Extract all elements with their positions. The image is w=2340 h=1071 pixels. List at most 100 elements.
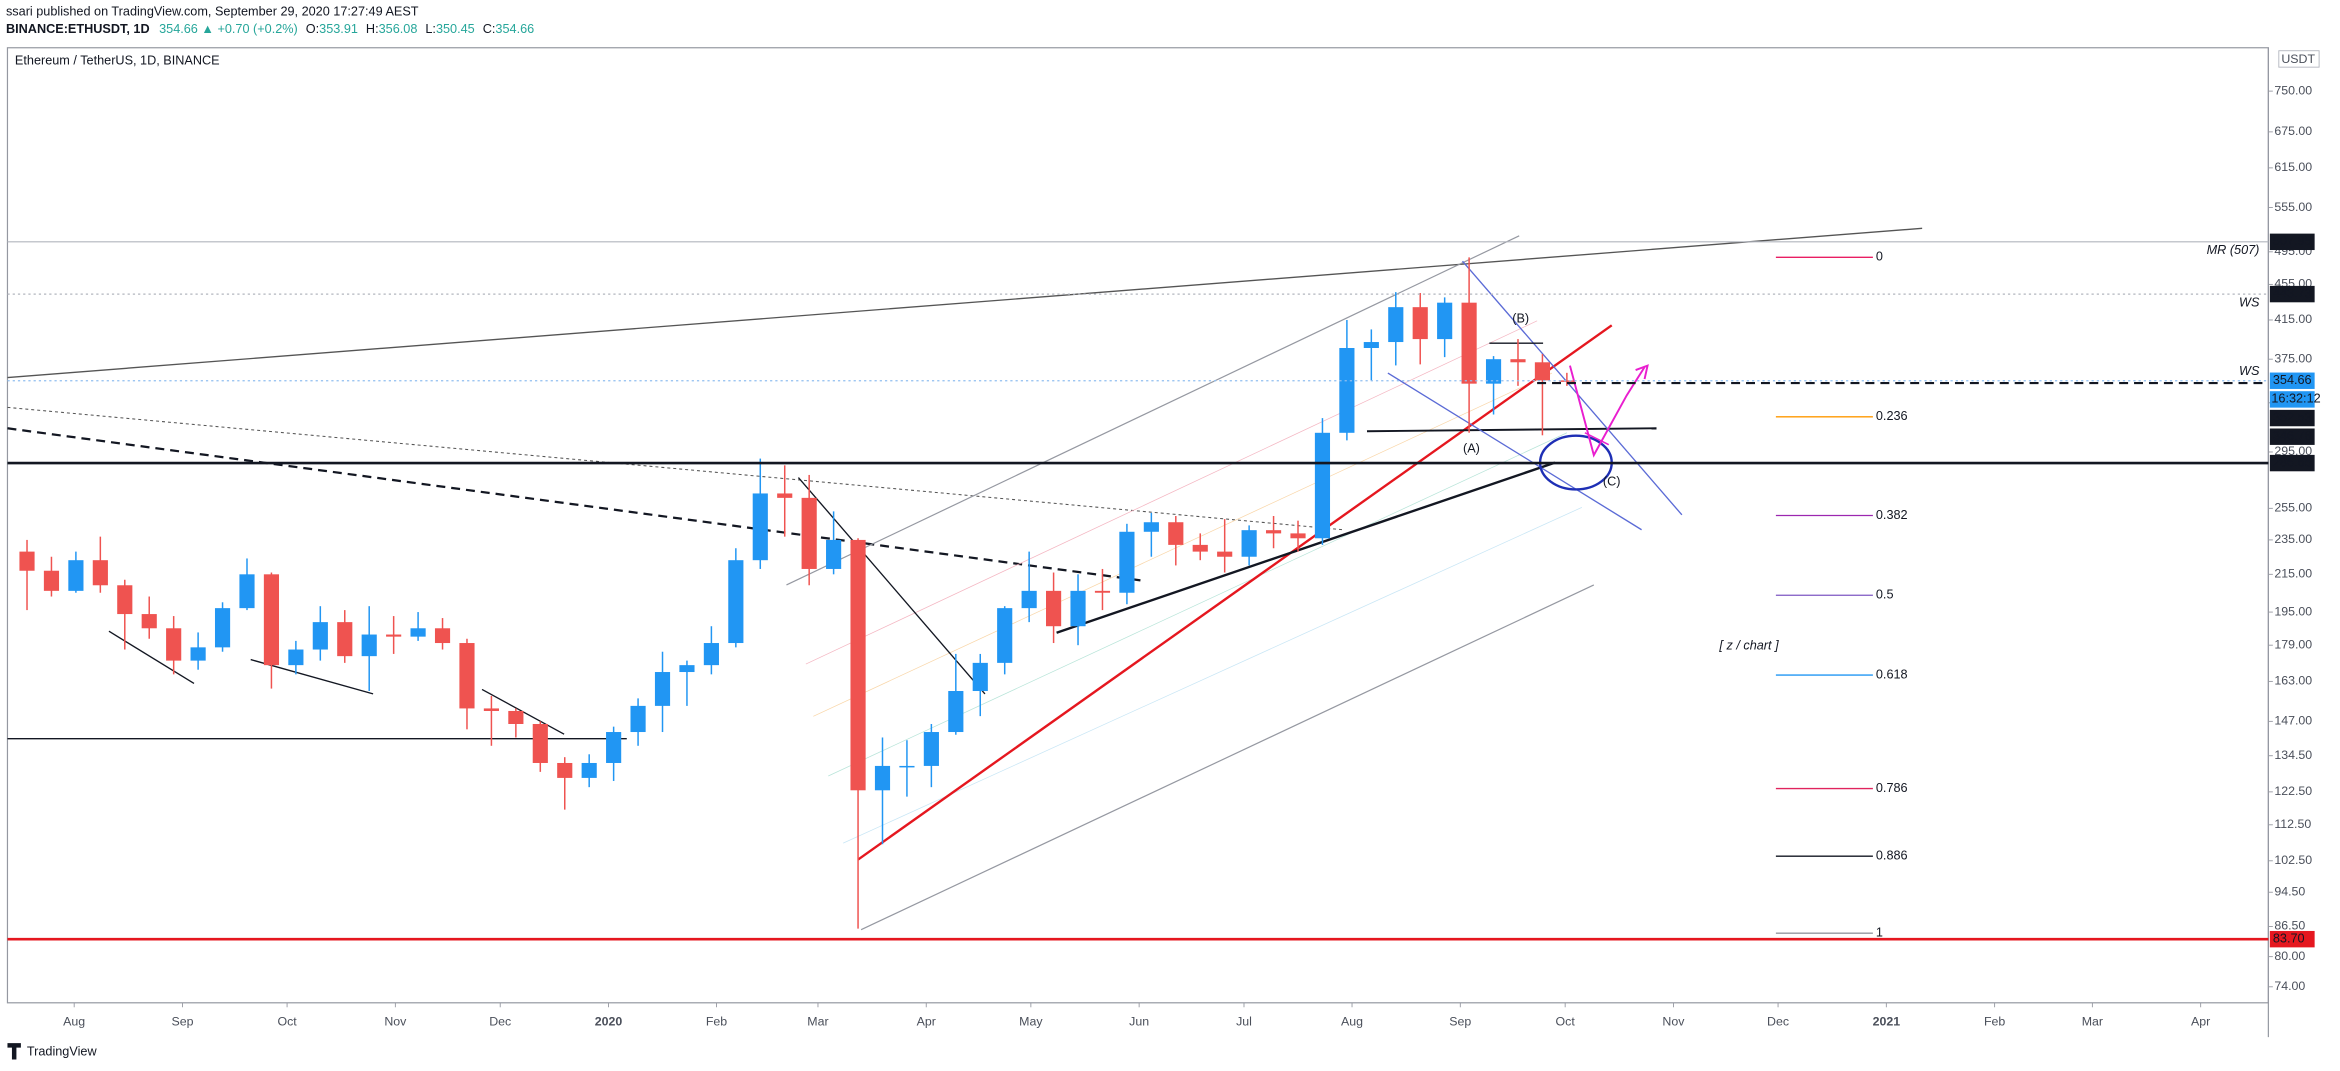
candle-body [581, 762, 597, 778]
y-tick-label: 295.00 [2274, 444, 2312, 458]
price-label: 83.70 [2273, 932, 2305, 946]
candle-body [703, 643, 719, 666]
candle-body [214, 608, 231, 648]
trendline [7, 406, 1344, 531]
fib-label: 1 [1876, 926, 1883, 940]
ohlc-label: H: [366, 22, 379, 36]
candle-body [654, 672, 671, 706]
price-label: 346.78 [2273, 429, 2312, 443]
candle-body [972, 662, 988, 692]
candle-body [679, 665, 695, 673]
arrow-head [1635, 364, 1649, 380]
fib-label: 0 [1876, 250, 1883, 264]
candle-body [117, 585, 133, 615]
trendline [7, 227, 1923, 379]
projection-arrow [1569, 365, 1646, 458]
candle-body [190, 647, 206, 661]
price-label: 443.73 [2273, 286, 2312, 300]
currency: USDT [2281, 52, 2315, 66]
y-tick-label: 555.00 [2274, 200, 2312, 214]
x-tick-label: 2020 [595, 1014, 623, 1028]
channel-line [1461, 260, 1683, 516]
candle-body [1437, 302, 1453, 340]
level-note: MR (507) [2207, 243, 2260, 257]
fib-label: 0.618 [1876, 667, 1908, 681]
y-tick-label: 112.50 [2274, 817, 2311, 831]
candle-body [361, 634, 377, 657]
price-label-box [2269, 930, 2315, 948]
x-tick-label: Dec [1767, 1014, 1789, 1028]
y-tick-label: 102.50 [2274, 853, 2312, 867]
x-tick-label: Jul [1236, 1014, 1252, 1028]
candle-body [386, 634, 402, 637]
y-tick-label: 94.50 [2274, 884, 2305, 898]
candle-body [1021, 590, 1037, 609]
candle-body [630, 705, 646, 733]
candle-body [141, 614, 157, 629]
y-tick-label: 122.50 [2274, 784, 2312, 798]
candle-body [459, 643, 475, 709]
candle-body [337, 622, 353, 657]
level-note: WS [2239, 295, 2260, 309]
candle-body [826, 539, 842, 569]
x-tick-label: Jun [1129, 1014, 1149, 1028]
candle-body [1070, 590, 1086, 627]
candle-body [434, 628, 451, 644]
chart-title: Ethereum / TetherUS, 1D, BINANCE [15, 54, 220, 68]
fib-channel [805, 320, 1538, 665]
y-tick-label: 615.00 [2274, 160, 2312, 174]
y-tick-label: 415.00 [2274, 312, 2312, 326]
y-tick-label: 255.00 [2274, 501, 2312, 515]
candle-body [410, 628, 426, 637]
y-tick-label: 375.00 [2274, 351, 2312, 365]
trendline [108, 630, 195, 685]
candle-body [899, 765, 915, 768]
price-label: 354.66 [2273, 373, 2312, 387]
candle-body [1388, 307, 1404, 343]
candle-body [1046, 590, 1062, 627]
candle-body [239, 574, 255, 609]
symbol: BINANCE:ETHUSDT, 1D [6, 22, 150, 36]
x-tick-label: May [1019, 1014, 1043, 1028]
y-tick-label: 235.00 [2274, 532, 2312, 546]
x-tick-label: Feb [1984, 1014, 2005, 1028]
x-tick-label: Nov [384, 1014, 407, 1028]
price-label-box [2269, 285, 2315, 303]
candle-body [1339, 348, 1355, 433]
fib-channel [843, 507, 1583, 844]
price-label-box [2269, 428, 2315, 445]
y-tick-label: 80.00 [2274, 949, 2305, 963]
publisher: ssari published on TradingView.com, Sept… [6, 4, 419, 18]
candle-body [997, 608, 1013, 663]
y-tick-label: 179.00 [2274, 637, 2312, 651]
channel-line [1387, 372, 1642, 531]
candle-body [68, 560, 84, 591]
ohlc-value: 350.45 [436, 22, 475, 36]
y-tick-label: 86.50 [2274, 919, 2305, 933]
brand-name: TradingView [27, 1044, 98, 1058]
candle-body [850, 539, 866, 791]
ohlc-label: O: [306, 22, 319, 36]
x-tick-label: Aug [63, 1014, 85, 1028]
price-label: 352.53 [2273, 410, 2312, 424]
candle-body [1265, 530, 1282, 534]
candle-body [1241, 530, 1257, 557]
price-label: 507.95 [2273, 234, 2312, 248]
wave-label: (A) [1463, 442, 1480, 456]
candle-body [19, 551, 35, 571]
x-tick-label: Sep [1449, 1014, 1471, 1028]
trendline [1056, 461, 1556, 634]
trendline [7, 427, 1142, 582]
candle-body [1217, 551, 1233, 557]
candle-body [1412, 307, 1428, 340]
price-label-box [2269, 233, 2315, 251]
x-tick-label: Apr [917, 1014, 936, 1028]
candle-body [1192, 544, 1208, 552]
y-tick-label: 750.00 [2274, 83, 2312, 97]
candle-body [532, 723, 548, 763]
candle-body [752, 493, 768, 561]
candle-body [557, 762, 573, 778]
projection-arrow [1584, 432, 1610, 446]
